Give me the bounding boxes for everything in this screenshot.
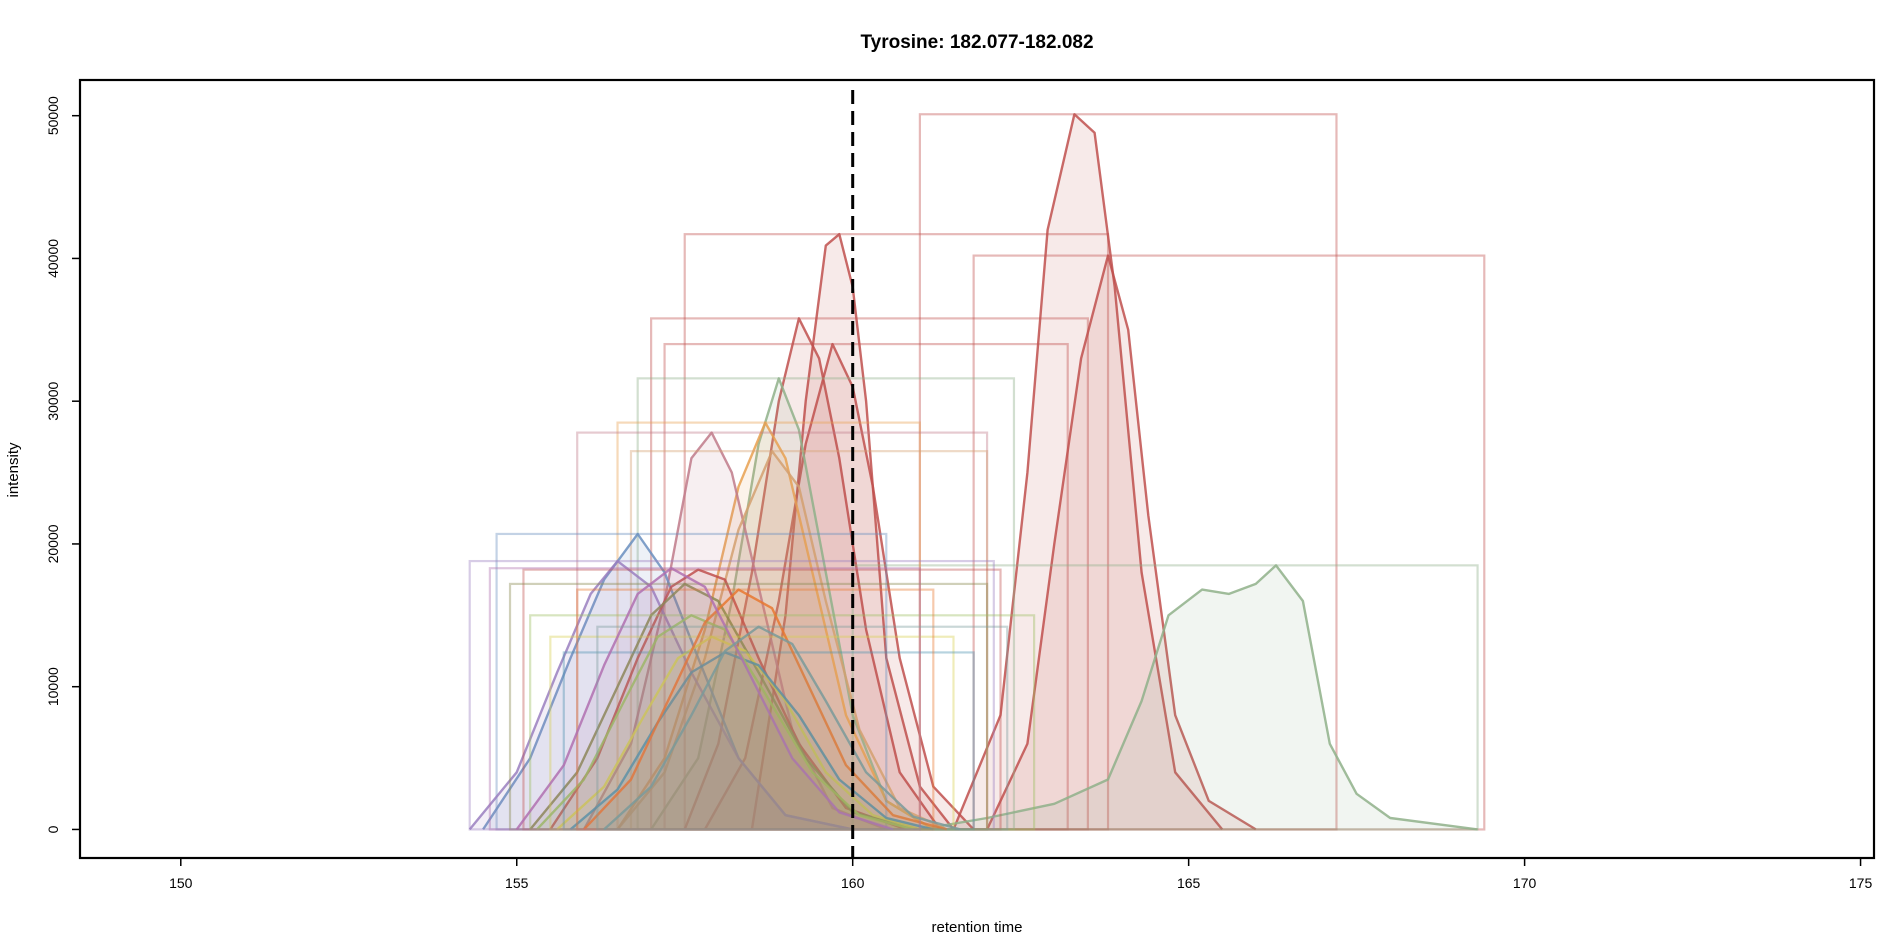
x-tick-label: 160 xyxy=(841,875,865,891)
series-15-line xyxy=(556,635,921,831)
x-axis-title: retention time xyxy=(932,919,1023,936)
series-16-area xyxy=(570,652,934,830)
series-5-boundary-box xyxy=(663,342,1069,831)
series-3-boundary-box xyxy=(972,254,1486,831)
series-6-area xyxy=(919,565,1478,830)
y-tick-label: 0 xyxy=(45,825,61,833)
series-10-area xyxy=(617,451,947,830)
series-3-line xyxy=(986,254,1257,831)
series-19-area xyxy=(516,568,893,830)
series-14-boundary-box xyxy=(508,582,989,831)
series-20-area xyxy=(604,626,961,830)
x-tick-label: 155 xyxy=(505,875,529,891)
series-18-area xyxy=(583,589,947,830)
series-16-boundary-box xyxy=(562,651,975,831)
series-14-line xyxy=(529,582,921,831)
series-8-area xyxy=(617,422,934,830)
series-11-area xyxy=(483,534,853,830)
series-2-area xyxy=(953,114,1223,830)
series-10-line xyxy=(616,450,948,831)
series-9-line xyxy=(582,431,887,831)
series-17-line xyxy=(536,614,914,831)
series-15-area xyxy=(557,636,920,830)
series-4-boundary-box xyxy=(650,317,1089,831)
x-tick-label: 165 xyxy=(1177,875,1201,891)
series-15-boundary-box xyxy=(549,635,955,831)
series-7-line xyxy=(650,377,934,831)
series-8-boundary-box xyxy=(616,421,921,831)
series-5-area xyxy=(704,344,974,830)
plot-frame xyxy=(78,78,1876,860)
series-20-boundary-box xyxy=(596,625,1009,831)
series-11-boundary-box xyxy=(495,532,888,831)
y-tick-label: 30000 xyxy=(45,382,61,421)
x-tick-label: 175 xyxy=(1849,875,1873,891)
series-12-boundary-box xyxy=(468,559,995,831)
y-tick-label: 40000 xyxy=(45,239,61,278)
series-layer xyxy=(468,113,1486,831)
series-10-boundary-box xyxy=(629,450,989,831)
series-19-line xyxy=(515,567,894,831)
series-8-line xyxy=(616,421,934,831)
y-axis: 0 10000 20000 30000 40000 50000 xyxy=(45,96,80,833)
x-tick-label: 150 xyxy=(169,875,193,891)
series-6-boundary-box xyxy=(851,564,1479,831)
series-17-boundary-box xyxy=(529,614,1036,831)
y-axis-title: intensity xyxy=(5,442,22,498)
series-7-boundary-box xyxy=(636,377,1016,831)
series-6-line xyxy=(919,564,1478,831)
series-12-line xyxy=(468,559,853,831)
series-9-boundary-box xyxy=(576,431,989,831)
series-3-area xyxy=(987,255,1256,830)
series-19-boundary-box xyxy=(488,567,921,831)
series-2-boundary-box xyxy=(918,113,1338,831)
series-18-boundary-box xyxy=(576,588,935,831)
y-tick-label: 50000 xyxy=(45,96,61,135)
series-18-line xyxy=(583,588,948,831)
series-20-line xyxy=(603,625,961,831)
x-tick-label: 170 xyxy=(1513,875,1537,891)
series-4-line xyxy=(683,317,941,831)
y-tick-label: 20000 xyxy=(45,524,61,563)
series-2-line xyxy=(952,113,1224,831)
series-14-area xyxy=(530,583,920,830)
y-tick-label: 10000 xyxy=(45,667,61,706)
chart-title: Tyrosine: 182.077-182.082 xyxy=(860,32,1093,53)
series-17-area xyxy=(536,615,914,830)
series-13-boundary-box xyxy=(522,568,1002,831)
series-1-boundary-box xyxy=(683,233,1110,831)
x-axis: 150 155 160 165 170 175 xyxy=(169,858,1872,891)
